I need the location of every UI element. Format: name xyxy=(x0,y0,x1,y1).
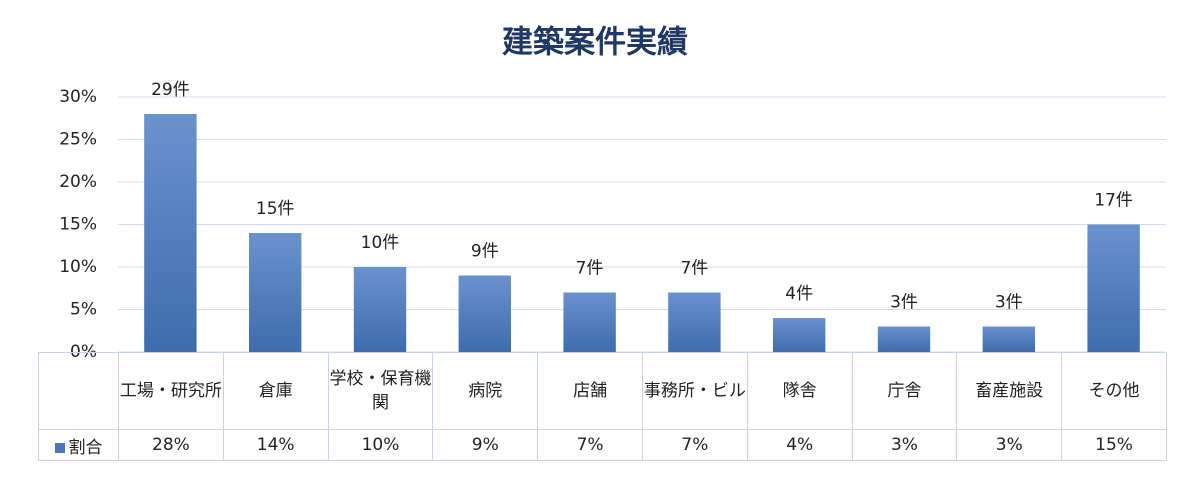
bar xyxy=(353,267,407,352)
bar-annotation: 17件 xyxy=(1094,191,1133,211)
category-label: 畜産施設 xyxy=(956,352,1063,430)
data-table: 工場・研究所 倉庫 学校・保育機関 病院 店舗 事務所・ビル 隊舎 庁舎 畜産施設 その他 割合 2… xyxy=(38,352,1167,461)
bar-annotation: 15件 xyxy=(256,199,295,219)
value-label: 3% xyxy=(956,429,1063,461)
value-label: 4% xyxy=(746,429,853,461)
category-label: 病院 xyxy=(432,352,539,430)
y-tick-label: 10% xyxy=(59,257,97,277)
category-label: 事務所・ビル xyxy=(641,352,748,430)
value-label: 10% xyxy=(327,429,434,461)
value-label: 15% xyxy=(1061,429,1167,461)
y-tick-label: 15% xyxy=(59,215,97,235)
bar-annotation: 7件 xyxy=(680,259,708,279)
bar-annotation: 4件 xyxy=(785,284,813,304)
bar xyxy=(773,318,826,352)
bar xyxy=(458,275,511,352)
category-label: その他 xyxy=(1061,352,1167,430)
category-label: 隊舎 xyxy=(746,352,853,430)
value-label: 14% xyxy=(222,429,329,461)
y-tick-label: 20% xyxy=(59,172,97,192)
bar xyxy=(668,292,721,352)
y-tick-label: 5% xyxy=(70,300,97,320)
legend-cell: 割合 xyxy=(38,429,119,461)
chart-title: 建築案件実績 xyxy=(502,25,688,61)
bar xyxy=(877,326,931,352)
legend-swatch xyxy=(54,442,65,453)
bar-annotation: 3件 xyxy=(890,293,918,313)
value-label: 7% xyxy=(641,429,748,461)
value-label: 9% xyxy=(432,429,539,461)
bar-annotation: 9件 xyxy=(471,242,499,262)
bar xyxy=(982,326,1035,352)
category-label: 工場・研究所 xyxy=(118,352,224,430)
bar-annotation: 7件 xyxy=(576,259,604,279)
bar-annotation: 10件 xyxy=(361,233,400,253)
value-label: 3% xyxy=(851,429,958,461)
category-label: 店舗 xyxy=(537,352,643,430)
bar-annotation: 3件 xyxy=(995,293,1023,313)
category-label: 庁舎 xyxy=(851,352,958,430)
empty-cell xyxy=(38,352,119,430)
bar-annotation: 29件 xyxy=(151,80,190,100)
bar xyxy=(563,292,616,352)
category-label: 学校・保育機関 xyxy=(327,352,434,430)
category-label: 倉庫 xyxy=(222,352,329,430)
y-tick-label: 30% xyxy=(59,87,97,107)
y-tick-label: 25% xyxy=(59,130,97,150)
legend-label: 割合 xyxy=(68,437,103,458)
value-label: 7% xyxy=(537,429,643,461)
bar xyxy=(1087,224,1140,352)
value-label: 28% xyxy=(118,429,224,461)
bar xyxy=(144,114,197,352)
bar xyxy=(249,233,302,352)
